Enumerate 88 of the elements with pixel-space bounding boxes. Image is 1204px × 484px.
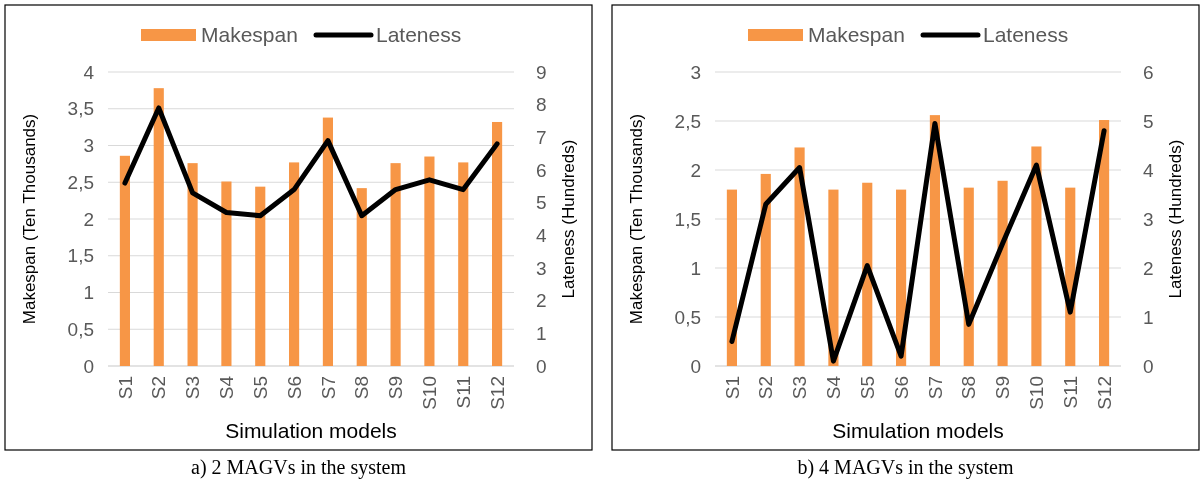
y-tick-label: 2,5 <box>67 171 94 193</box>
y2-tick-label: 2 <box>1143 257 1154 279</box>
y-tick-label: 1,5 <box>67 245 94 267</box>
x-tick-label: S1 <box>721 376 743 400</box>
y-tick-label: 1 <box>83 282 94 304</box>
y-tick-label: 1 <box>690 257 701 279</box>
y2-axis-title: Lateness (Hundreds) <box>1166 139 1185 299</box>
x-tick-label: S10 <box>1026 376 1048 410</box>
bar <box>1031 146 1042 366</box>
x-tick-label: S5 <box>856 376 878 400</box>
bar <box>726 189 737 366</box>
y2-tick-label: 9 <box>536 61 547 83</box>
legend-label: Makespan <box>201 23 298 47</box>
x-tick-label: S11 <box>1059 376 1081 409</box>
y2-tick-label: 6 <box>1143 61 1154 83</box>
y2-tick-label: 0 <box>1143 355 1154 377</box>
y2-tick-label: 2 <box>536 290 547 312</box>
x-tick-label: S4 <box>216 375 238 400</box>
x-axis-title: Simulation models <box>225 419 397 442</box>
y2-axis-title: Lateness (Hundreds) <box>559 139 578 299</box>
x-tick-label: S3 <box>182 376 204 400</box>
y-tick-label: 2,5 <box>674 110 701 132</box>
bar <box>390 163 401 366</box>
bar <box>289 162 300 366</box>
x-tick-label: S3 <box>789 376 811 400</box>
bar <box>356 188 367 366</box>
x-tick-label: S8 <box>351 376 373 400</box>
y-tick-label: 0,5 <box>674 306 701 328</box>
y2-tick-label: 5 <box>536 192 547 214</box>
y2-tick-label: 5 <box>1143 110 1154 132</box>
y-tick-label: 0,5 <box>67 318 94 340</box>
y2-tick-label: 8 <box>536 94 547 116</box>
y2-tick-label: 0 <box>536 355 547 377</box>
y-tick-label: 0 <box>83 355 94 377</box>
x-tick-label: S8 <box>958 376 980 400</box>
y2-tick-label: 1 <box>536 322 547 344</box>
legend-label: Lateness <box>376 23 462 47</box>
bar <box>458 162 469 366</box>
bar <box>187 163 198 366</box>
y2-tick-label: 6 <box>536 159 547 181</box>
legend-label: Lateness <box>983 23 1069 47</box>
y-tick-label: 2 <box>690 159 701 181</box>
bar <box>221 181 232 366</box>
bar <box>322 117 333 366</box>
y2-tick-label: 1 <box>1143 306 1154 328</box>
x-tick-label: S12 <box>486 376 508 410</box>
bar <box>492 121 503 366</box>
x-axis-title: Simulation models <box>832 419 1004 442</box>
x-tick-label: S4 <box>823 375 845 400</box>
y-tick-label: 3 <box>83 135 94 157</box>
text: a) 2 MAGVs in the system <box>191 456 407 479</box>
bar <box>760 173 771 366</box>
y-tick-label: 1,5 <box>674 208 701 230</box>
y-tick-label: 3 <box>690 61 701 83</box>
bar <box>153 88 164 366</box>
x-tick-label: S1 <box>114 376 136 400</box>
x-tick-label: S7 <box>317 376 339 400</box>
bar <box>794 147 805 366</box>
text: b) 4 MAGVs in the system <box>797 456 1014 479</box>
x-tick-label: S6 <box>890 376 912 400</box>
x-tick-label: S11 <box>452 376 474 409</box>
x-tick-label: S10 <box>419 376 441 410</box>
bar <box>424 156 435 366</box>
y-tick-label: 4 <box>83 61 95 83</box>
x-tick-label: S9 <box>992 376 1014 400</box>
x-tick-label: S5 <box>249 376 271 400</box>
y2-tick-label: 3 <box>1143 208 1154 230</box>
bar <box>119 155 130 366</box>
y-tick-label: 3,5 <box>67 98 94 120</box>
bar <box>997 180 1008 366</box>
x-tick-label: S9 <box>385 376 407 400</box>
y2-tick-label: 7 <box>536 126 547 148</box>
y-tick-label: 0 <box>690 355 701 377</box>
y2-tick-label: 3 <box>536 257 547 279</box>
bar <box>862 182 873 366</box>
x-tick-label: S2 <box>755 376 777 400</box>
y2-tick-label: 4 <box>1143 159 1154 181</box>
x-tick-label: S6 <box>283 376 305 400</box>
legend-label: Makespan <box>808 23 905 47</box>
y-axis-title: Makespan (Ten Thousands) <box>627 113 646 325</box>
bar <box>255 186 266 366</box>
y2-tick-label: 4 <box>536 224 547 246</box>
x-tick-label: S2 <box>148 376 170 400</box>
bar <box>1099 120 1110 366</box>
x-tick-label: S12 <box>1093 376 1115 410</box>
y-axis-title: Makespan (Ten Thousands) <box>20 113 39 325</box>
x-tick-label: S7 <box>924 376 946 400</box>
y-tick-label: 2 <box>83 208 94 230</box>
